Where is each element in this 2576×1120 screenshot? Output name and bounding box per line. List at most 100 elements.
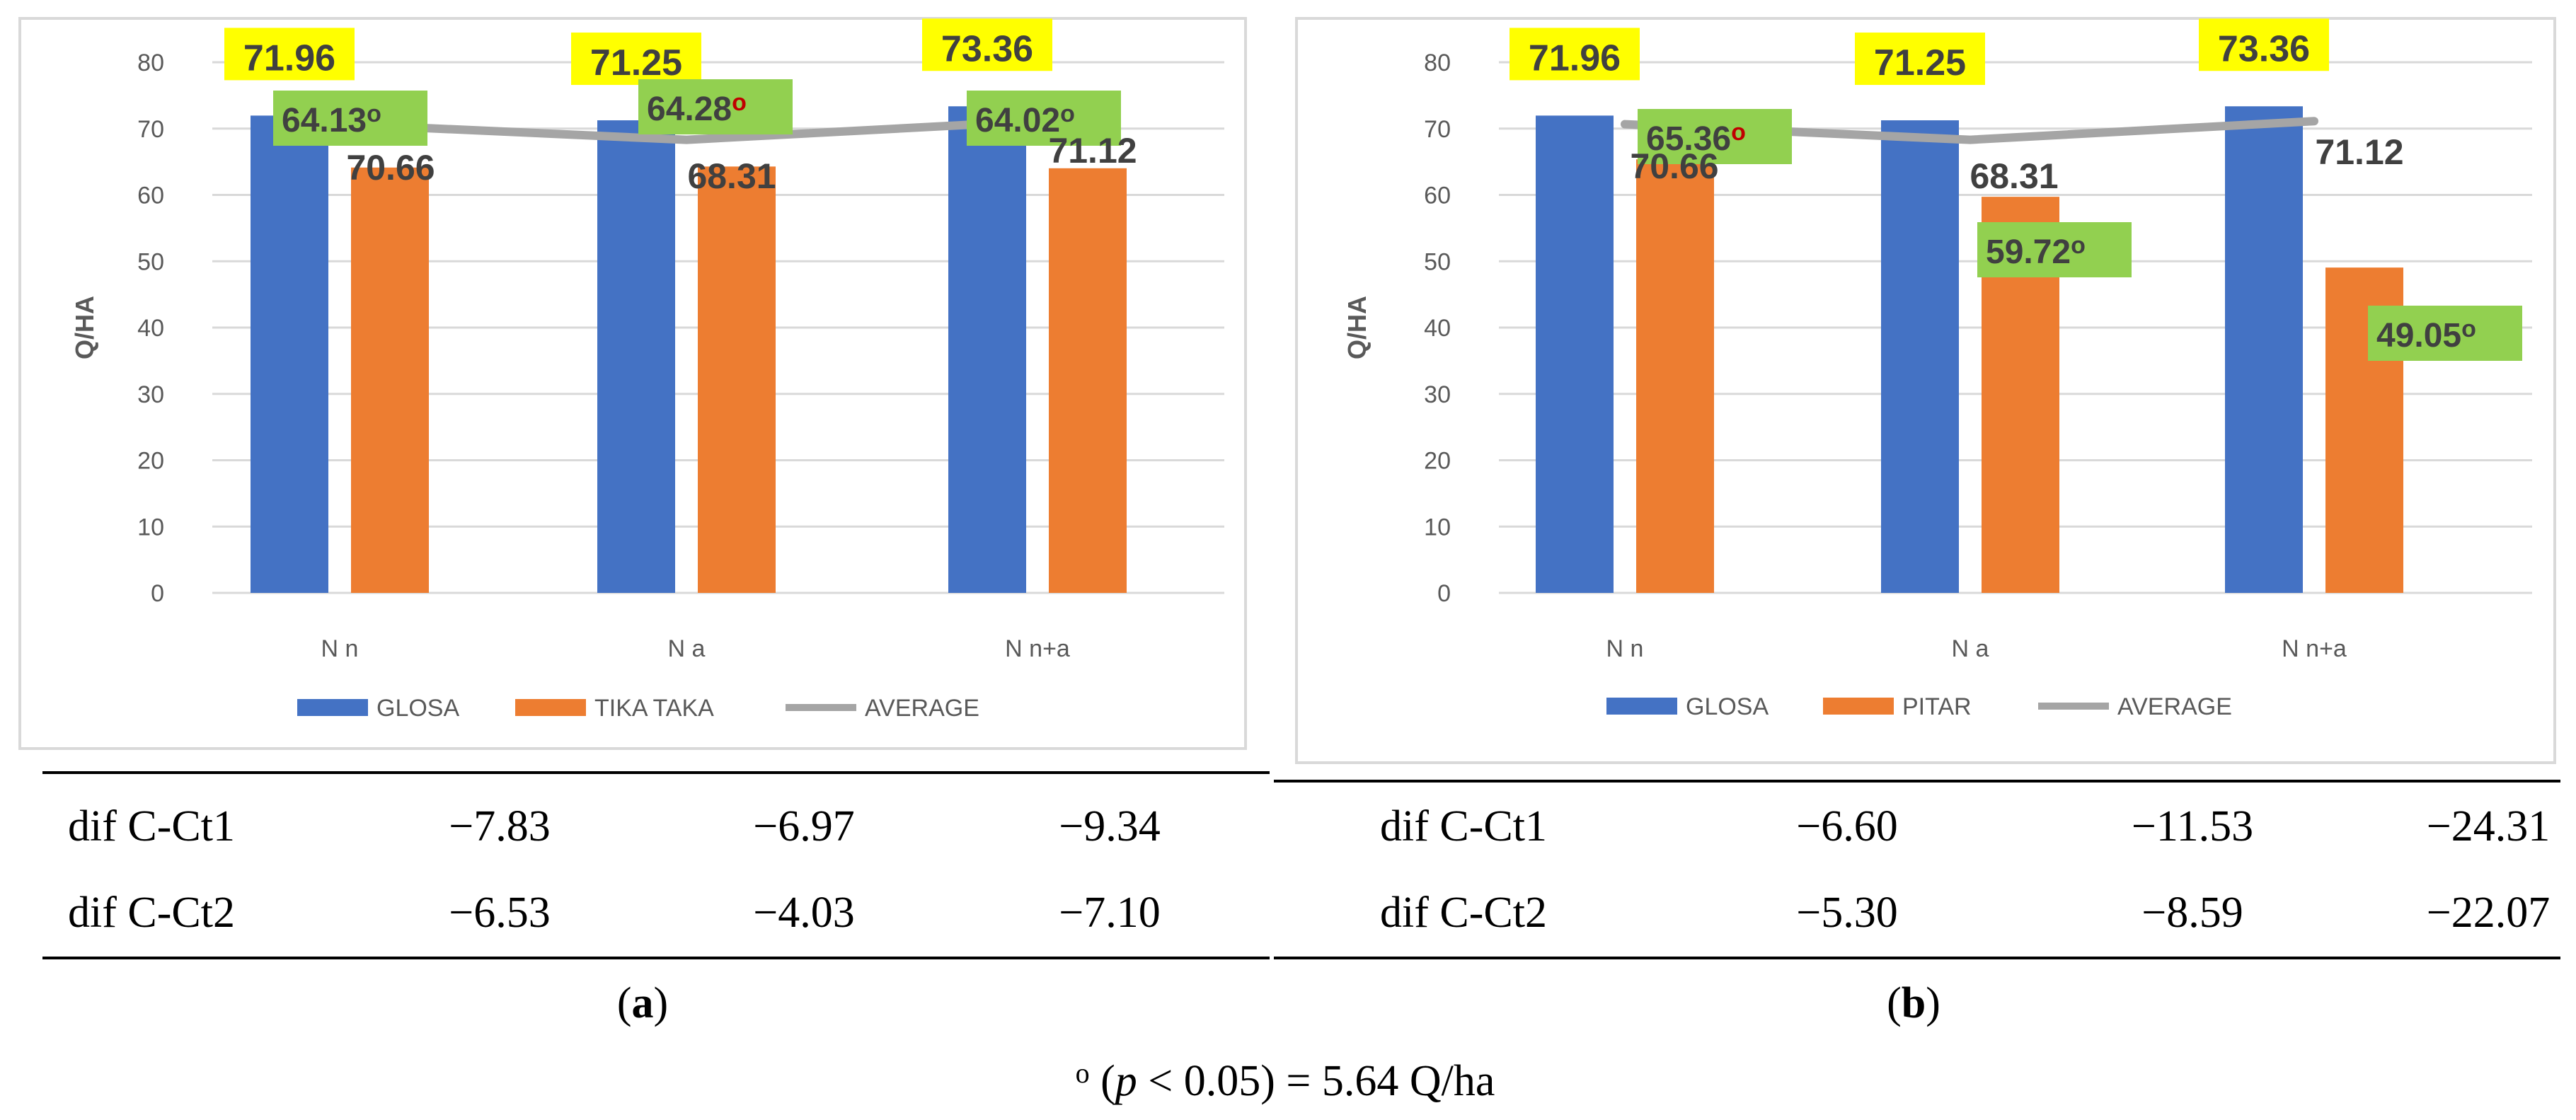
panel-a-significance-mark: o	[367, 100, 381, 127]
panel-a-glosa-bar	[597, 120, 675, 593]
footnote-text: o (p < 0.05) = 5.64 Q/ha	[1076, 1057, 1495, 1105]
panel-b-table-cell: −8.59	[2141, 889, 2243, 937]
panel-a-y-tick-label: 80	[137, 50, 164, 76]
panel-a-legend-label: AVERAGE	[865, 695, 979, 722]
panel-b-y-tick-label: 80	[1424, 50, 1451, 76]
panel-b-table-cell: −24.31	[2427, 802, 2550, 850]
panel-b-glosa-data-label-box	[1510, 28, 1640, 81]
panel-b-table-row-label: dif C-Ct2	[1380, 889, 1547, 937]
panel-b-average-data-label: 71.12	[2315, 132, 2403, 172]
panel-b-significance-mark: o	[2071, 232, 2086, 259]
panel-a-table-cell: −6.97	[753, 802, 854, 850]
panel-a-y-tick-label: 70	[137, 116, 164, 143]
panel-b-glosa-data-label: 71.96	[1529, 37, 1621, 79]
panel-a-variety-data-label: 64.13o	[282, 100, 381, 139]
panel-b-variety-data-label: 65.36o	[1646, 119, 1746, 158]
panel-a-significance-mark: o	[732, 89, 747, 116]
panel-b-glosa-bar	[1536, 115, 1614, 593]
footnote: o (p < 0.05) = 5.64 Q/ha	[1076, 1057, 1495, 1105]
panel-b-table-cell: −22.07	[2427, 889, 2550, 937]
footnote-open: (	[1090, 1057, 1115, 1105]
panel-b-x-tick-label: N n	[1606, 635, 1644, 662]
panel-b-variety-data-label: 59.72o	[1986, 232, 2086, 271]
panel-b-glosa-data-label-box	[1855, 33, 1985, 86]
panel-b-glosa-data-label: 71.25	[1874, 42, 1966, 83]
panel-b-y-axis-title: Q/HA	[1342, 296, 1372, 359]
panel-a-table-cell: −6.53	[449, 889, 550, 937]
panel-b-y-tick-label: 40	[1424, 315, 1451, 342]
panel-b-y-tick-label: 30	[1424, 381, 1451, 408]
panel-a-y-axis-title: Q/HA	[70, 296, 99, 359]
panel-a-y-tick-label: 10	[137, 514, 164, 541]
panel-a-variety-data-label: 64.28o	[647, 89, 747, 128]
panel-a-average-data-label: 71.12	[1048, 131, 1137, 171]
panel-a-caption-close: )	[654, 979, 669, 1027]
panel-b-y-tick-label: 70	[1424, 116, 1451, 143]
panel-b-caption-open: (	[1887, 979, 1902, 1027]
panel-b-table-row-label: dif C-Ct1	[1380, 802, 1547, 850]
panel-a-caption-letter: a	[632, 979, 654, 1027]
panel-b-significance-mark: o	[2461, 316, 2476, 342]
panel-a-y-tick-label: 20	[137, 448, 164, 475]
panel-b-x-tick-label: N a	[1952, 635, 1989, 662]
panel-a: 0 10 20 30 40 50 60 70 80 Q/HA N n N a N n+a 71.96 71.…	[18, 17, 1270, 1027]
panel-a-table-cell: −4.03	[753, 889, 854, 937]
panel-b-variety-data-label: 49.05o	[2376, 316, 2476, 354]
panel-b-glosa-bar	[1881, 120, 1959, 593]
panel-a-glosa-bar	[948, 106, 1026, 593]
panel-b-y-tick-label: 50	[1424, 248, 1451, 275]
footnote-sig-mark: o	[1076, 1057, 1090, 1089]
panel-a-glosa-data-label: 71.25	[590, 42, 682, 83]
panel-a-tika-taka-bar	[698, 166, 776, 593]
panel-a-glosa-data-label: 73.36	[941, 28, 1033, 69]
panel-b-table-cell: −5.30	[1796, 889, 1897, 937]
panel-a-caption-open: (	[617, 979, 632, 1027]
panel-b-glosa-data-label: 73.36	[2218, 28, 2310, 69]
panel-b-y-tick-label: 60	[1424, 183, 1451, 209]
panel-a-legend-swatch	[515, 699, 586, 716]
panel-a-y-tick-label: 50	[137, 248, 164, 275]
panel-b-variety-data-label-box	[1638, 109, 1792, 164]
panel-a-significance-mark: o	[1060, 100, 1075, 127]
panel-b-pitar-bar	[1636, 159, 1714, 593]
panel-b-y-tick-label: 10	[1424, 514, 1451, 541]
panel-a-x-tick-label: N n+a	[1005, 635, 1070, 662]
panel-a-glosa-data-label-box	[224, 28, 355, 81]
panel-b-significance-mark: o	[1731, 119, 1746, 146]
panel-a-variety-data-label-box	[967, 91, 1121, 146]
panel-a-y-tick-label: 40	[137, 315, 164, 342]
panel-b-y-tick-label: 20	[1424, 448, 1451, 475]
panel-a-average-line	[335, 117, 1042, 144]
panel-b-average-data-label: 70.66	[1630, 146, 1718, 186]
panel-a-average-data-label: 68.31	[687, 156, 776, 196]
panel-b-variety-data-label-box	[1977, 222, 2132, 277]
panel-b-glosa-data-label-box	[2199, 18, 2329, 71]
panel-a-x-tick-label: N n	[321, 635, 359, 662]
panel-a-table-cell: −9.34	[1059, 802, 1160, 850]
panel-a-legend-label: GLOSA	[376, 695, 459, 722]
panel-a-variety-data-label: 64.02o	[975, 100, 1075, 139]
panel-a-variety-data-label-box	[638, 79, 793, 134]
panel-a-glosa-bar	[251, 115, 328, 593]
panel-a-y-tick-label: 0	[151, 580, 164, 607]
panel-b-variety-data-label-box	[2368, 306, 2522, 361]
panel-a-y-tick-label: 30	[137, 381, 164, 408]
panel-b-caption: (b)	[1887, 979, 1940, 1027]
panel-a-glosa-data-label-box	[571, 33, 701, 86]
panel-a-tika-taka-bar	[1049, 168, 1127, 593]
panel-a-y-tick-label: 60	[137, 183, 164, 209]
panel-a-glosa-data-label-box	[922, 18, 1052, 71]
panel-a-table-cell: −7.83	[449, 802, 550, 850]
panel-b-caption-letter: b	[1902, 979, 1926, 1027]
panel-b-table-cell: −11.53	[2132, 802, 2253, 850]
panel-a-legend-swatch	[297, 699, 368, 716]
panel-a-tika-taka-bar	[351, 167, 429, 593]
footnote-rest: < 0.05) = 5.64 Q/ha	[1137, 1057, 1495, 1105]
panel-b-table-cell: −6.60	[1796, 802, 1897, 850]
panel-b-average-data-label: 68.31	[1970, 156, 2058, 196]
panel-a-variety-data-label-box	[273, 91, 427, 146]
footnote-p: p	[1112, 1057, 1137, 1105]
panel-a-legend-label: TIKA TAKA	[594, 695, 714, 722]
panel-b-y-tick-label: 0	[1437, 580, 1451, 607]
